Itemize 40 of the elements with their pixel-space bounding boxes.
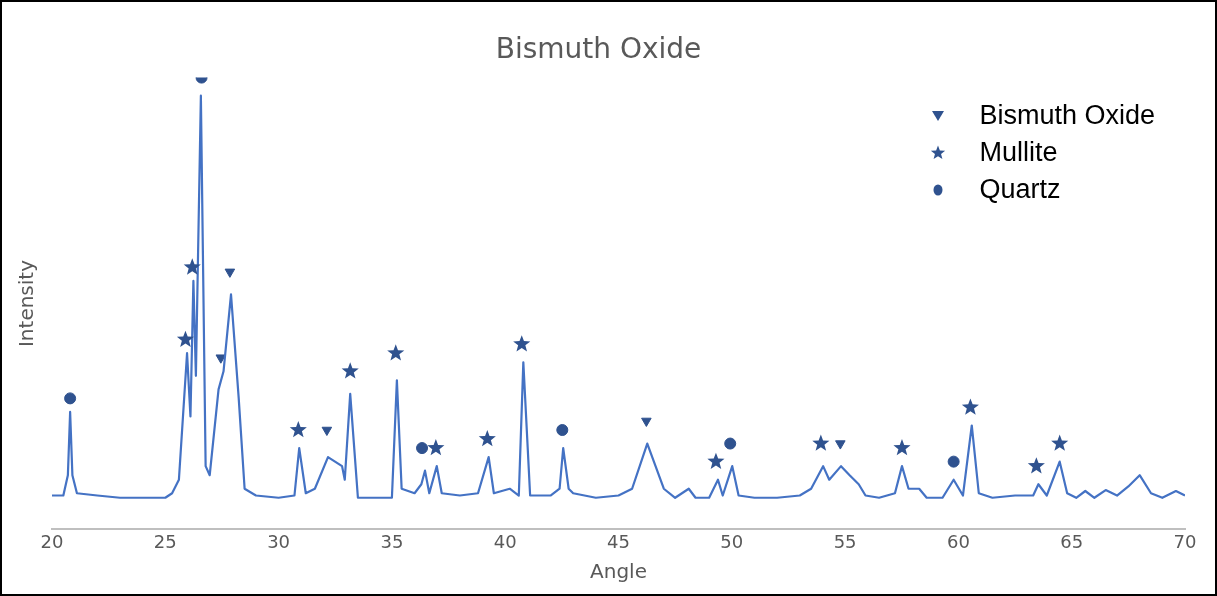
- point: [183, 258, 201, 275]
- point: [707, 452, 725, 469]
- x-tick-label: 40: [493, 530, 517, 552]
- point: [835, 440, 846, 450]
- chart-title: Bismuth Oxide: [495, 32, 702, 66]
- x-tick-label: 70: [1173, 530, 1197, 552]
- point: [64, 392, 77, 405]
- point: [961, 398, 979, 415]
- point: [289, 421, 307, 438]
- point: [321, 426, 333, 436]
- x-tick-label: 30: [267, 530, 291, 552]
- legend-label: Quartz: [979, 174, 1061, 205]
- x-tick-label: 20: [40, 530, 64, 552]
- x-axis-title: Angle: [590, 559, 647, 584]
- x-tick-label: 25: [153, 530, 177, 552]
- point: [224, 268, 236, 278]
- point: [812, 434, 830, 451]
- point: [556, 424, 569, 436]
- point: [387, 344, 405, 361]
- x-tick-label: 65: [1060, 530, 1084, 552]
- legend-label: Bismuth Oxide: [979, 100, 1155, 131]
- x-tick-label: 50: [720, 530, 744, 552]
- point: [1051, 434, 1069, 451]
- point: [176, 330, 195, 347]
- y-axis-title: Intensity: [14, 259, 39, 348]
- point: [427, 439, 445, 456]
- point: [513, 335, 531, 352]
- legend-label: Mullite: [979, 137, 1058, 168]
- point: [416, 442, 429, 455]
- point: [947, 455, 960, 468]
- point: [341, 362, 359, 379]
- point: [641, 417, 652, 427]
- x-tick-label: 45: [607, 530, 630, 552]
- x-tick-label: 60: [946, 530, 970, 552]
- point: [478, 430, 496, 447]
- x-tick-label: 55: [833, 530, 857, 552]
- x-tick-label: 35: [380, 530, 404, 552]
- point: [724, 437, 737, 450]
- point: [893, 439, 911, 456]
- point: [1027, 457, 1045, 474]
